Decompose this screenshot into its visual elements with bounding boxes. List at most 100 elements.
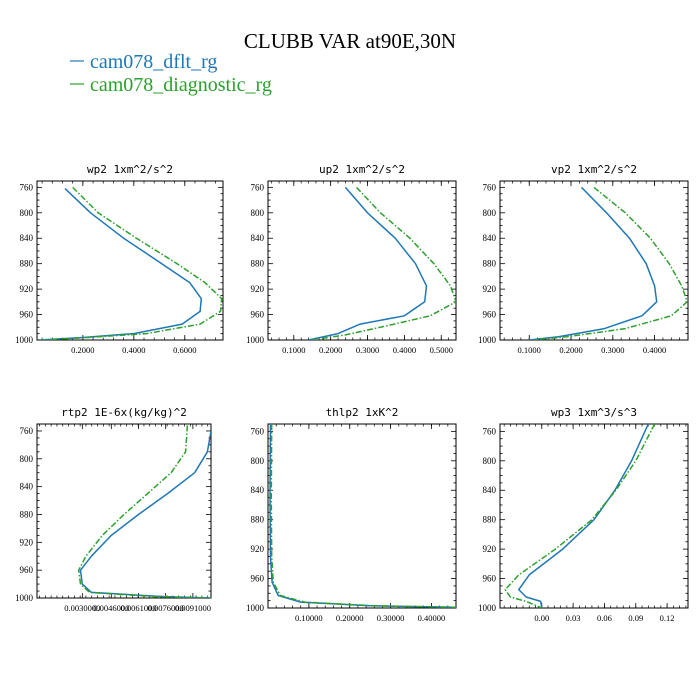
y-tick-label: 960 (20, 565, 34, 575)
y-tick-label: 840 (251, 233, 265, 243)
panel-3: vp2 1xm^2/s^2 760 800 840 880 920 960 1000 0.100… (478, 163, 689, 355)
x-tick-label: 0.06 (597, 613, 612, 623)
x-tick-label: 0.4000 (393, 345, 416, 355)
y-tick-label: 1000 (15, 335, 34, 345)
plot-frame (36, 180, 224, 341)
y-tick-label: 800 (483, 456, 497, 466)
series-line-dflt (308, 186, 428, 340)
panels: wp2 1xm^2/s^2 760 800 840 880 920 960 1000 0.200… (15, 163, 689, 623)
x-tick-label: 0.2000 (559, 345, 582, 355)
plot-frame (36, 423, 212, 599)
panel-6: wp3 1xm^3/s^3 760 800 840 880 920 960 1000 0.00 0… (478, 406, 689, 623)
series-line-diagnostic (270, 424, 456, 608)
y-tick-label: 960 (483, 310, 497, 320)
x-tick-label: 0.0046000 (93, 603, 129, 613)
panel-title: thlp2 1xK^2 (326, 406, 399, 419)
x-tick-label: 0.1000 (518, 345, 541, 355)
legend-label-dflt: cam078_dflt_rg (90, 51, 217, 73)
y-tick-label: 800 (251, 456, 265, 466)
panel-title: wp3 1xm^3/s^3 (551, 406, 637, 419)
figure-title: CLUBB VAR at90E,30N (244, 29, 456, 53)
y-tick-label: 920 (251, 284, 265, 294)
y-tick-label: 840 (251, 485, 265, 495)
x-tick-label: 0.12 (660, 613, 675, 623)
x-tick-label: 0.3000 (601, 345, 624, 355)
x-tick-label: 0.6000 (173, 345, 196, 355)
y-tick-label: 880 (483, 515, 497, 525)
panel-title: rtp2 1E-6x(kg/kg)^2 (61, 406, 187, 419)
y-tick-label: 800 (251, 208, 265, 218)
y-tick-label: 880 (20, 259, 34, 269)
x-tick-label: 0.03 (566, 613, 581, 623)
y-tick-label: 760 (483, 426, 497, 436)
x-tick-label: 0.0030000 (64, 603, 100, 613)
y-tick-label: 1000 (246, 335, 265, 345)
y-tick-label: 800 (20, 454, 34, 464)
x-tick-label: 0.09 (628, 613, 643, 623)
y-tick-label: 840 (20, 233, 34, 243)
panel-5: thlp2 1xK^2 760 800 840 880 920 960 1000 0.10000… (246, 406, 457, 623)
series-line-dflt (269, 424, 456, 608)
panel-title: up2 1xm^2/s^2 (319, 163, 405, 176)
panel-4: rtp2 1E-6x(kg/kg)^2 760 800 840 880 920 960 100… (15, 406, 212, 613)
x-tick-label: 0.2000 (71, 345, 94, 355)
x-tick-label: 0.4000 (643, 345, 666, 355)
y-tick-label: 760 (251, 182, 265, 192)
legend: cam078_dflt_rg cam078_diagnostic_rg (70, 51, 272, 96)
y-tick-label: 920 (483, 284, 497, 294)
x-tick-label: 0.0061000 (120, 603, 156, 613)
plot-frame (499, 180, 689, 341)
y-tick-label: 880 (251, 259, 265, 269)
legend-label-diagnostic: cam078_diagnostic_rg (90, 74, 272, 96)
x-tick-label: 0.1000 (282, 345, 305, 355)
x-tick-label: 0.4000 (122, 345, 145, 355)
x-tick-label: 0.30000 (377, 613, 405, 623)
x-tick-label: 0.3000 (356, 345, 379, 355)
panel-1: wp2 1xm^2/s^2 760 800 840 880 920 960 1000 0.200… (15, 163, 224, 355)
y-tick-label: 760 (20, 182, 34, 192)
y-tick-label: 880 (483, 259, 497, 269)
y-tick-label: 960 (251, 310, 265, 320)
y-tick-label: 920 (251, 544, 265, 554)
y-tick-label: 920 (20, 537, 34, 547)
plot-frame (499, 423, 689, 609)
y-tick-label: 800 (483, 208, 497, 218)
plot-frame (267, 423, 457, 609)
plot-frame (267, 180, 457, 341)
y-tick-label: 960 (483, 574, 497, 584)
y-tick-label: 880 (20, 509, 34, 519)
x-tick-label: 0.20000 (336, 613, 364, 623)
y-tick-label: 880 (251, 515, 265, 525)
x-tick-label: 0.10000 (295, 613, 323, 623)
series-line-diagnostic (312, 186, 456, 340)
y-tick-label: 1000 (15, 593, 34, 603)
y-tick-label: 760 (483, 182, 497, 192)
y-tick-label: 840 (20, 482, 34, 492)
x-tick-label: 0.0091000 (175, 603, 211, 613)
y-tick-label: 1000 (478, 335, 497, 345)
y-tick-label: 960 (251, 574, 265, 584)
y-tick-label: 1000 (478, 603, 497, 613)
y-tick-label: 760 (20, 426, 34, 436)
series-line-diagnostic (533, 186, 688, 340)
y-tick-label: 960 (20, 310, 34, 320)
x-tick-label: 0.00 (534, 613, 549, 623)
y-tick-label: 920 (20, 284, 34, 294)
panel-2: up2 1xm^2/s^2 760 800 840 880 920 960 1000 0.100… (246, 163, 457, 355)
panel-title: wp2 1xm^2/s^2 (87, 163, 173, 176)
series-line-dflt (529, 186, 658, 340)
y-tick-label: 800 (20, 208, 34, 218)
y-tick-label: 1000 (246, 603, 265, 613)
y-tick-label: 840 (483, 485, 497, 495)
series-line-diagnostic (77, 425, 211, 598)
x-tick-label: 0.0076000 (148, 603, 184, 613)
y-tick-label: 920 (483, 544, 497, 554)
series-line-dflt (518, 424, 649, 608)
x-tick-label: 0.5000 (430, 345, 453, 355)
x-tick-label: 0.40000 (418, 613, 446, 623)
panel-title: vp2 1xm^2/s^2 (551, 163, 637, 176)
series-line-diagnostic (42, 186, 223, 340)
x-tick-label: 0.2000 (319, 345, 342, 355)
